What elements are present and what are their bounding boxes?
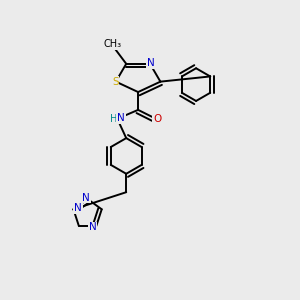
Text: N: N <box>74 203 82 213</box>
Text: S: S <box>112 76 119 87</box>
Text: N: N <box>147 58 154 68</box>
Text: N: N <box>89 222 97 233</box>
Text: CH₃: CH₃ <box>104 40 122 50</box>
Text: N: N <box>117 113 125 123</box>
Text: H: H <box>110 114 117 124</box>
Text: N: N <box>82 193 90 202</box>
Text: O: O <box>153 114 162 124</box>
